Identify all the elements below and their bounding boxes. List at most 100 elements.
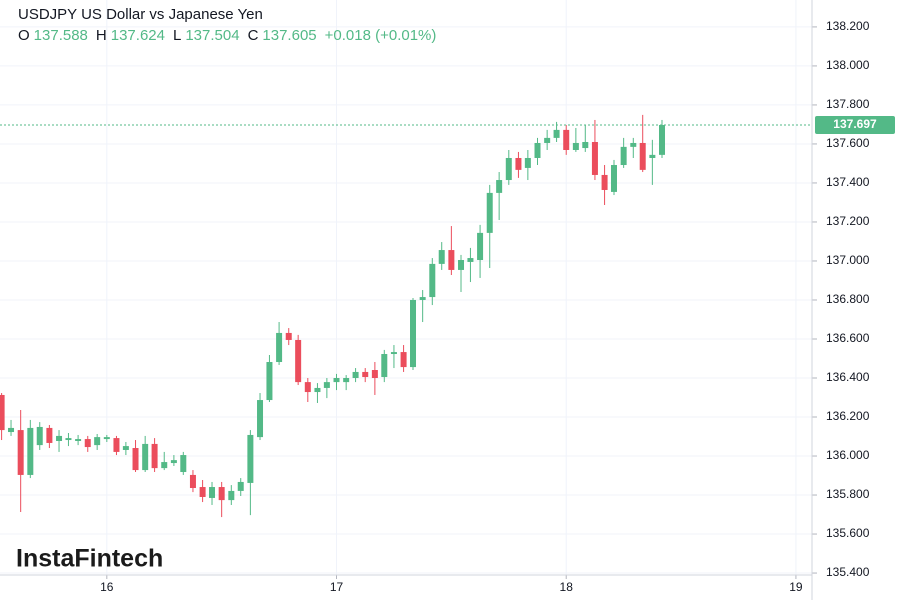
x-tick-label: 17 [330,580,344,594]
ohlc-value: 137.624 [110,27,165,44]
candle-body [209,487,216,498]
candle-body [46,427,53,443]
ohlc-key: C [247,27,259,44]
candle-body [591,141,598,175]
candle-body [304,382,311,393]
candle-body [314,387,321,393]
y-tick-label: 136.000 [826,448,870,462]
candle-body [75,439,82,442]
y-tick-label: 137.800 [826,97,870,111]
candle-body [630,142,637,147]
candle-body [142,443,149,471]
candle-body [237,481,244,491]
ohlc-value: 137.605 [262,27,317,44]
candle-body [333,378,340,383]
candle-body [534,142,541,158]
candle-body [553,129,560,138]
candle-body [323,382,330,388]
y-tick-label: 135.800 [826,487,870,501]
candle-body [84,439,91,448]
candle-body [247,434,254,483]
candle-body [65,438,72,441]
y-tick-label: 137.200 [826,214,870,228]
ohlc-key: O [18,27,30,44]
y-tick-label: 135.600 [826,526,870,540]
candle-body [610,165,617,192]
candle-body [467,258,474,262]
ohlc-value: 137.504 [185,27,240,44]
y-tick-label: 137.000 [826,253,870,267]
candle-body [601,174,608,190]
x-tick-label: 18 [560,580,574,594]
watermark: InstaFintech [16,545,163,573]
chart-title: USDJPY US Dollar vs Japanese Yen [18,6,263,23]
candle-body [582,141,589,149]
candle-body [228,490,235,501]
candle-body [0,394,5,431]
ohlc-key: H [95,27,107,44]
y-tick-label: 137.400 [826,175,870,189]
candle-body [429,263,436,298]
candle-body [132,448,139,471]
candle-body [563,129,570,150]
candle-body [122,446,129,450]
candle-body [505,157,512,181]
ohlc-key: L [172,27,182,44]
candle-body [419,297,426,300]
candle-body [276,332,283,363]
candle-body [257,400,264,438]
y-tick-label: 138.200 [826,19,870,33]
x-tick-label: 19 [789,580,803,594]
candle-body [27,427,34,475]
candle-body [36,426,43,446]
candle-body [458,259,465,270]
chart-header: USDJPY US Dollar vs Japanese Yen O 137.58… [18,4,444,46]
candle-body [170,460,177,464]
candle-body [161,462,168,469]
candle-body [659,125,666,155]
y-tick-label: 138.000 [826,58,870,72]
y-tick-label: 136.400 [826,370,870,384]
y-tick-label: 135.400 [826,565,870,579]
change-value: +0.018 (+0.01%) [324,27,437,44]
candle-body [524,157,531,168]
candle-body [295,339,302,383]
candle-body [343,378,350,383]
candle-body [410,299,417,368]
candle-body [649,154,656,158]
candle-body [448,250,455,270]
candle-body [486,192,493,233]
candle-body [371,370,378,379]
candle-body [285,332,292,340]
candle-body [151,443,158,469]
ohlc-row: O 137.588 H 137.624 L 137.504 C 137.605 +0.018 (… [18,25,444,46]
ohlc-value: 137.588 [33,27,88,44]
y-tick-label: 136.600 [826,331,870,345]
candle-body [400,352,407,368]
y-tick-label: 136.200 [826,409,870,423]
last-price-label: 137.697 [833,117,877,131]
candle-body [103,437,110,440]
candle-body [8,427,15,433]
candle-body [17,430,24,475]
candle-body [544,137,551,143]
candle-body [218,487,225,501]
x-tick-label: 16 [100,580,114,594]
candle-body [477,232,484,260]
candle-body [639,142,646,170]
candle-body [94,437,101,446]
candle-body [620,146,627,166]
candle-body [266,362,273,401]
candle-body [352,371,359,379]
candle-body [390,352,397,355]
y-tick-label: 136.800 [826,292,870,306]
candle-body [515,157,522,170]
candle-body [189,474,196,489]
candle-body [438,250,445,264]
candle-body [496,180,503,193]
candle-body [381,354,388,378]
candle-body [362,371,369,378]
candle-body [56,435,63,442]
candle-body [180,455,187,473]
